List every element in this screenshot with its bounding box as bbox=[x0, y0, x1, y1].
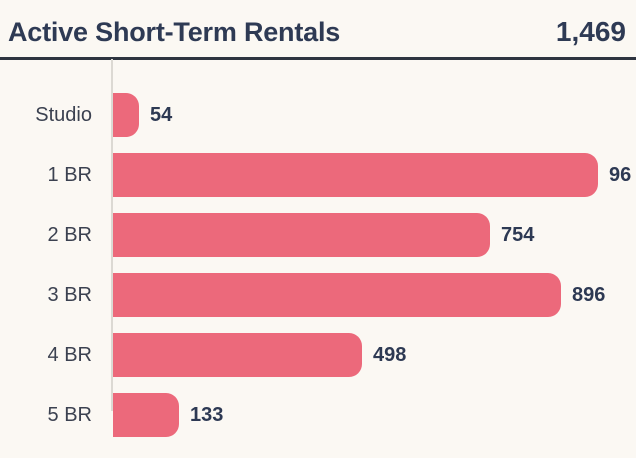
category-label: 5 BR bbox=[47, 403, 92, 426]
bar-4-br[interactable] bbox=[113, 333, 362, 377]
bar-studio[interactable] bbox=[113, 93, 139, 137]
chart-row: 3 BR 896 bbox=[0, 265, 636, 325]
value-label: 96 bbox=[609, 163, 632, 186]
chart-row: 2 BR 754 bbox=[0, 205, 636, 265]
bar-area: 754 bbox=[113, 205, 636, 265]
y-axis-line bbox=[111, 59, 113, 411]
header-divider bbox=[0, 57, 636, 60]
chart-row: Studio 54 bbox=[0, 85, 636, 145]
chart-row: 1 BR 96 bbox=[0, 145, 636, 205]
chart-row: 4 BR 498 bbox=[0, 325, 636, 385]
category-label: 4 BR bbox=[47, 343, 92, 366]
card-header: Active Short-Term Rentals 1,469 bbox=[0, 0, 636, 57]
bar-area: 896 bbox=[113, 265, 636, 325]
bar-5-br[interactable] bbox=[113, 393, 179, 437]
category-label: 2 BR bbox=[47, 223, 92, 246]
value-label: 133 bbox=[190, 403, 224, 426]
bar-1-br[interactable] bbox=[113, 153, 598, 197]
chart-row: 5 BR 133 bbox=[0, 385, 636, 445]
bar-area: 133 bbox=[113, 385, 636, 445]
value-label: 498 bbox=[373, 343, 407, 366]
value-label: 54 bbox=[150, 103, 173, 126]
value-label: 896 bbox=[572, 283, 606, 306]
total-count: 1,469 bbox=[555, 16, 626, 47]
category-label: 1 BR bbox=[47, 163, 92, 186]
bar-area: 498 bbox=[113, 325, 636, 385]
card-title: Active Short-Term Rentals bbox=[8, 17, 341, 47]
bedrooms-bar-chart: Studio 54 1 BR 96 2 BR 754 3 BR 896 4 BR 498 5 BR 1… bbox=[0, 59, 636, 445]
bar-area: 54 bbox=[113, 85, 636, 145]
bar-area: 96 bbox=[113, 145, 636, 205]
bar-2-br[interactable] bbox=[113, 213, 490, 257]
bar-3-br[interactable] bbox=[113, 273, 561, 317]
category-label: Studio bbox=[35, 103, 92, 126]
category-label: 3 BR bbox=[47, 283, 92, 306]
value-label: 754 bbox=[501, 223, 535, 246]
